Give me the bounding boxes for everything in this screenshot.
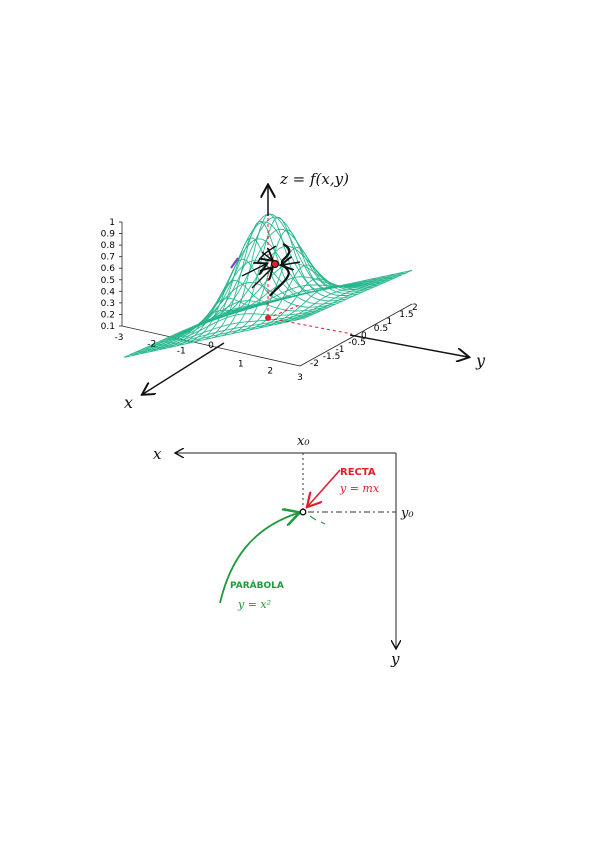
approach-arrow-4 xyxy=(282,262,301,265)
x-tick-label: 2 xyxy=(267,366,273,376)
line-label: RECTA xyxy=(340,467,376,478)
x-tick-label: -1 xyxy=(177,346,186,356)
mesh-line-y xyxy=(303,269,413,319)
y-axis-label: y xyxy=(390,650,400,668)
purple-mark xyxy=(230,257,239,269)
limit-point xyxy=(270,259,280,269)
z-tick-label: 0.3 xyxy=(101,299,115,309)
x-tick-label: -3 xyxy=(115,333,124,343)
z-tick-label: 1 xyxy=(109,218,115,228)
z-tick-label: 0.4 xyxy=(101,287,116,297)
z-tick-label: 0.6 xyxy=(101,264,116,274)
mesh-line-y xyxy=(294,271,404,321)
z-tick-label: 0.7 xyxy=(101,253,115,263)
x-axis-label: x xyxy=(153,445,162,463)
x-tick-label: 3 xyxy=(297,373,303,383)
z-axis-label: z = f(x,y) xyxy=(279,170,349,188)
y-arrow xyxy=(349,334,468,357)
y-tick-label: -1 xyxy=(336,345,345,355)
z-axis-ticks: 1 0.90.8 0.70.6 0.50.4 0.30.2 0.1 xyxy=(101,218,122,332)
x-tick-label: 1 xyxy=(238,360,244,370)
base-point xyxy=(265,315,271,321)
mesh-line-y xyxy=(258,278,368,329)
parabola-continuation xyxy=(309,515,326,525)
x-arrow xyxy=(143,342,225,394)
line-equation: y = mx xyxy=(339,482,380,495)
y-axis-ticks: -2 -1.5-1-0.50 0.51 1.52 xyxy=(310,303,418,369)
surface-mesh xyxy=(123,213,413,358)
mesh-line-y xyxy=(132,306,242,356)
mesh-line-x xyxy=(172,221,353,336)
mesh-line-y xyxy=(231,229,341,335)
approach-scribble xyxy=(269,243,291,297)
y-tick-label: 1 xyxy=(387,317,393,327)
y-tick-label: 1.5 xyxy=(399,310,413,320)
x0-label: x₀ xyxy=(297,434,310,449)
base-front-edge xyxy=(121,325,301,367)
y-tick-label: -2 xyxy=(310,359,319,369)
y-tick-label: -0.5 xyxy=(348,338,366,348)
parabola-approach-arrow xyxy=(219,513,298,604)
mesh-line-y xyxy=(159,301,269,350)
mesh-line-y xyxy=(267,277,377,327)
parabola-label: PARÁBOLA xyxy=(230,579,284,591)
mesh-line-y xyxy=(204,220,314,340)
mesh-line-y xyxy=(150,303,260,352)
approach-arrow-3 xyxy=(262,252,272,260)
y0-label: y₀ xyxy=(400,506,414,521)
surface-plot: 10.90.80.70.60.50.40.30.20.1 -3-2-10123 … xyxy=(101,170,486,412)
z-tick-label: 0.1 xyxy=(101,322,115,332)
mesh-line-y xyxy=(222,217,332,336)
z-tick-label: 0.9 xyxy=(101,230,116,240)
approach-arrow-2 xyxy=(241,264,266,277)
projection-x-line xyxy=(267,317,353,335)
z-tick-label: 0.5 xyxy=(101,276,115,286)
y-tick-label: 0.5 xyxy=(374,324,388,334)
base-right-edge xyxy=(299,303,413,367)
plane-diagram: x y x₀ y₀ RECTA y = mx PARÁBOLA y = x² xyxy=(153,434,414,668)
y-tick-label: -1.5 xyxy=(323,352,341,362)
y-arrow-label: y xyxy=(475,351,486,370)
z-tick-label: 0.8 xyxy=(101,241,116,251)
mesh-line-y xyxy=(168,297,278,348)
x-axis-ticks: -3 -2 -1 0 1 2 3 xyxy=(115,333,303,383)
y-tick-label: 0 xyxy=(361,331,367,341)
x-tick-label: 0 xyxy=(208,341,214,351)
z-tick-label: 0.2 xyxy=(101,310,115,320)
mesh-line-y xyxy=(276,275,386,325)
mesh-line-y xyxy=(285,273,395,323)
x-tick-label: -2 xyxy=(147,340,156,350)
target-point xyxy=(299,508,307,516)
y-tick-label: 2 xyxy=(412,303,418,313)
x-arrow-label: x xyxy=(124,393,133,412)
parabola-equation: y = x² xyxy=(237,598,271,611)
mesh-line-y xyxy=(186,258,296,344)
line-approach-arrow xyxy=(308,469,341,506)
